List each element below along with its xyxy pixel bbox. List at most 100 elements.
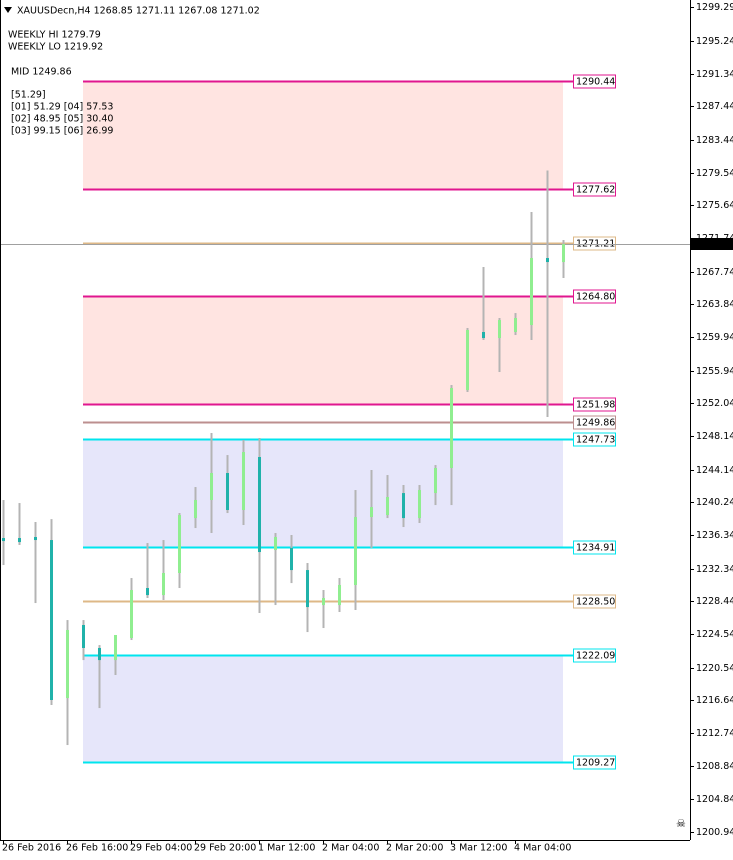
candle-body — [98, 647, 101, 661]
level-label-box — [573, 397, 616, 412]
y-tick-label: 1224.54 — [696, 629, 733, 640]
level-label-box — [573, 755, 616, 770]
y-tick-label: 1236.34 — [696, 530, 733, 541]
x-tick-label: 1 Mar 12:00 — [258, 843, 315, 854]
candle-body — [514, 317, 517, 333]
y-tick-label: 1248.14 — [696, 431, 733, 442]
candle-body — [530, 258, 533, 326]
y-tick-label: 1216.64 — [696, 695, 733, 706]
level-label-box — [573, 648, 616, 663]
level-label-box — [573, 540, 616, 555]
y-tick-label: 1244.14 — [696, 465, 733, 476]
y-tick-label: 1204.84 — [696, 794, 733, 805]
y-tick-label: 1291.34 — [696, 69, 733, 80]
y-tick-label: 1275.64 — [696, 200, 733, 211]
level-label-box — [573, 432, 616, 447]
level-label: 1290.44 — [576, 77, 615, 88]
candle-body — [402, 493, 405, 519]
x-tick-label: 26 Feb 2016 — [2, 843, 61, 854]
candle-body — [146, 588, 149, 596]
candle-body — [242, 452, 245, 511]
y-tick-label: 1295.24 — [696, 36, 733, 47]
candle-body — [386, 497, 389, 516]
level-label-box — [573, 74, 616, 89]
y-tick-label: 1287.44 — [696, 101, 733, 112]
y-tick-label: 1263.84 — [696, 299, 733, 310]
info-text: MID 1249.86 — [11, 67, 72, 78]
candle-body — [130, 590, 133, 639]
y-tick-label: 1220.54 — [696, 663, 733, 674]
candle-body — [370, 507, 373, 518]
level-label: 1209.27 — [576, 758, 615, 769]
info-text: WEEKLY LO 1219.92 — [8, 42, 103, 53]
candle-body — [194, 500, 197, 519]
levels: 1290.441277.621271.211264.801251.981249.… — [0, 74, 690, 770]
candle-body — [562, 244, 565, 263]
candle-body — [178, 515, 181, 574]
candle-body — [34, 537, 37, 541]
y-tick-label: 1200.94 — [696, 827, 733, 838]
level-label-box — [573, 236, 616, 251]
y-tick-label: 1212.74 — [696, 728, 733, 739]
y-tick-label: 1255.94 — [696, 366, 733, 377]
y-tick-label: 1283.44 — [696, 135, 733, 146]
chart-title: XAUUSDecn,H4 1268.85 1271.11 1267.08 127… — [17, 6, 260, 17]
y-tick-label: 1299.29 — [696, 2, 733, 13]
menu-arrow-icon[interactable] — [4, 7, 12, 13]
candle-body — [546, 258, 549, 263]
level-label: 1234.91 — [576, 543, 615, 554]
y-tick-label: 1259.94 — [696, 332, 733, 343]
candle-body — [322, 597, 325, 606]
info-text: [03] 99.15 [06] 26.99 — [11, 126, 113, 137]
last-price-label: 1271.02 — [696, 239, 733, 250]
candle-body — [418, 490, 421, 519]
zone — [83, 439, 563, 547]
candle-body — [482, 332, 485, 339]
info-text: WEEKLY HI 1279.79 — [8, 30, 101, 41]
candle-body — [466, 329, 469, 391]
x-tick-label: 2 Mar 20:00 — [386, 843, 443, 854]
zones — [83, 81, 563, 763]
y-tick-label: 1279.54 — [696, 168, 733, 179]
level-label: 1251.98 — [576, 400, 615, 411]
level-label: 1249.86 — [576, 418, 615, 429]
candle-body — [50, 540, 53, 700]
candle-body — [274, 537, 277, 551]
candle-body — [434, 467, 437, 494]
y-tick-label: 1208.84 — [696, 761, 733, 772]
candle-body — [338, 584, 341, 606]
level-label-box — [573, 415, 616, 430]
y-tick-label: 1252.04 — [696, 398, 733, 409]
candle-body — [2, 538, 5, 542]
info-text: [01] 51.29 [04] 57.53 — [11, 102, 113, 113]
y-tick-label: 1240.24 — [696, 497, 733, 508]
last-price-box — [691, 238, 733, 250]
info-text: [02] 48.95 [05] 30.40 — [11, 114, 113, 125]
x-tick-label: 29 Feb 04:00 — [130, 843, 192, 854]
candle-body — [162, 573, 165, 596]
level-label-box — [573, 182, 616, 197]
zone — [83, 654, 563, 763]
y-tick-label: 1228.44 — [696, 596, 733, 607]
candle-body — [18, 538, 21, 543]
candle-body — [82, 625, 85, 648]
candle-body — [450, 388, 453, 468]
level-label: 1228.50 — [576, 597, 615, 608]
x-tick-label: 4 Mar 04:00 — [514, 843, 571, 854]
candle-body — [290, 548, 293, 571]
candle-body — [66, 630, 69, 699]
candle-body — [498, 320, 501, 339]
x-tick-label: 3 Mar 12:00 — [450, 843, 507, 854]
candle-body — [354, 517, 357, 585]
candle-body — [210, 473, 213, 501]
x-tick-label: 2 Mar 04:00 — [322, 843, 379, 854]
y-tick-label: 1232.34 — [696, 564, 733, 575]
info-text: [51.29] — [11, 90, 46, 101]
level-label: 1277.62 — [576, 185, 615, 196]
candle-body — [226, 473, 229, 511]
level-label: 1247.73 — [576, 435, 615, 446]
candles — [2, 170, 565, 746]
